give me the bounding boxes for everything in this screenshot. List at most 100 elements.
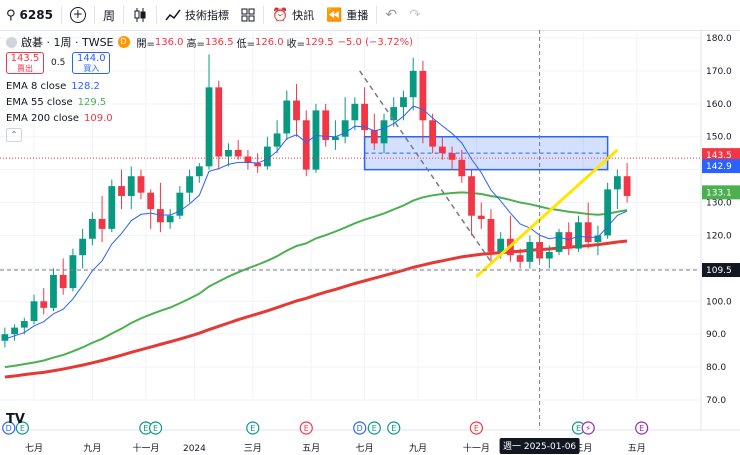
ema200-legend[interactable]: EMA 200 close 109.0 xyxy=(6,110,413,126)
candle-body xyxy=(623,176,631,196)
sell-button[interactable]: 143.5 賣出 xyxy=(6,52,44,74)
candle-body xyxy=(157,209,164,223)
event-marker-label: E xyxy=(304,424,309,433)
candle-body xyxy=(604,189,612,236)
event-marker[interactable] xyxy=(581,421,595,435)
event-marker[interactable] xyxy=(299,421,313,435)
candle-body xyxy=(118,186,125,196)
event-marker[interactable] xyxy=(246,421,260,435)
candle-body xyxy=(108,186,116,229)
candle-body xyxy=(293,100,300,121)
event-marker[interactable] xyxy=(15,421,29,435)
x-tick-label: 十一月 xyxy=(132,442,159,454)
redo-button[interactable]: ↷ xyxy=(403,0,427,30)
y-tick-label: 100.0 xyxy=(706,297,732,307)
compare-button[interactable]: + xyxy=(64,0,92,30)
candle-body xyxy=(584,222,592,243)
x-tick-label: 五月 xyxy=(628,443,646,454)
candle-body xyxy=(283,100,291,134)
toolbar-divider xyxy=(60,6,62,24)
undo-icon: ↶ xyxy=(385,7,398,23)
tradingview-logo[interactable]: TV xyxy=(6,412,25,427)
price-tag-bg xyxy=(702,263,740,278)
buy-button[interactable]: 144.0 買入 xyxy=(72,52,111,74)
y-tick-label: 170.0 xyxy=(706,67,732,77)
collapse-legend-button[interactable]: ⌃ xyxy=(6,128,22,142)
event-marker[interactable] xyxy=(367,421,381,435)
replay-button[interactable]: ⏪ 重播 xyxy=(320,0,374,30)
ema8-legend[interactable]: EMA 8 close 128.2 xyxy=(6,78,413,94)
close-label: 收= xyxy=(286,38,305,50)
ema200-label: EMA 200 close xyxy=(6,112,79,124)
event-marker-label: E xyxy=(143,424,148,433)
candle-body xyxy=(186,176,193,193)
buy-label: 買入 xyxy=(83,64,100,73)
layouts-button[interactable] xyxy=(235,0,261,30)
ema200-line xyxy=(4,239,628,379)
candle-body xyxy=(332,136,339,141)
chart-type-button[interactable] xyxy=(126,0,154,30)
candle-body xyxy=(205,87,213,167)
candle-body xyxy=(487,219,495,252)
candle-body xyxy=(545,251,553,259)
symbol-full-name[interactable]: 啟碁 · 1周 · TWSE xyxy=(21,36,114,49)
price-tag-label: 109.5 xyxy=(706,266,732,276)
event-marker-label: E xyxy=(153,424,158,433)
indicators-icon xyxy=(165,9,181,21)
y-tick-label: 130.0 xyxy=(706,199,732,209)
alert-button[interactable]: ⏰ 快訊 xyxy=(266,0,320,30)
ema55-line xyxy=(4,191,628,369)
high-label: 高= xyxy=(186,38,205,50)
candle-body xyxy=(234,149,242,157)
symbol-row: 啟碁 · 1周 · TWSE D 開= 136.0 高= 136.5 低= 126.0… xyxy=(6,34,413,50)
high-value: 136.5 xyxy=(204,36,234,48)
event-marker[interactable] xyxy=(635,421,649,435)
candle-body xyxy=(166,215,174,223)
event-marker[interactable] xyxy=(148,421,163,435)
ema55-legend[interactable]: EMA 55 close 129.5 xyxy=(6,94,413,110)
ema55-label: EMA 55 close xyxy=(6,96,73,108)
price-chart[interactable]: 70.080.090.0100.0110.0120.0130.0140.0150… xyxy=(0,30,740,455)
sell-price: 143.5 xyxy=(10,53,40,64)
price-tag-label: 142.9 xyxy=(706,162,732,172)
price-tag-bg xyxy=(702,159,740,174)
indicators-label: 技術指標 xyxy=(184,9,229,22)
candle-body xyxy=(419,70,427,121)
candle-body xyxy=(400,97,407,108)
crosshair-date-bg xyxy=(499,438,580,454)
ema8-line xyxy=(4,105,628,340)
event-marker[interactable] xyxy=(2,421,16,435)
interval-button[interactable]: 周 xyxy=(97,0,121,30)
event-marker[interactable] xyxy=(469,421,483,435)
alert-label: 快訊 xyxy=(292,9,315,22)
y-tick-label: 80.0 xyxy=(706,363,726,373)
candle-body xyxy=(127,176,135,196)
open-value: 136.0 xyxy=(154,36,184,48)
price-axis: 70.080.090.0100.0110.0120.0130.0140.0150… xyxy=(700,30,740,430)
event-markers: D E E E E E D E E E E ⚡ E xyxy=(2,421,649,435)
indicators-button[interactable]: 技術指標 xyxy=(159,0,235,30)
event-marker-label: ⚡ xyxy=(585,424,591,433)
x-tick-label: 九月 xyxy=(409,443,427,454)
candle-body xyxy=(137,176,145,193)
event-marker-label: E xyxy=(20,424,25,433)
event-marker[interactable] xyxy=(353,421,367,435)
symbol-search[interactable]: ⚲ 6285 xyxy=(0,0,59,30)
candle-body xyxy=(429,120,437,147)
interval-label: 周 xyxy=(102,8,115,23)
candle-body xyxy=(370,130,378,144)
undo-button[interactable]: ↶ xyxy=(379,0,403,30)
candle-body xyxy=(176,192,184,216)
event-marker[interactable] xyxy=(387,421,401,435)
ema55-value: 129.5 xyxy=(77,96,107,108)
y-tick-label: 180.0 xyxy=(706,34,732,44)
candle-body xyxy=(312,110,320,170)
price-tag-label: 143.5 xyxy=(706,151,732,161)
toolbar-divider xyxy=(262,6,264,24)
candle-body xyxy=(438,146,446,154)
event-marker-label: E xyxy=(576,424,581,433)
dividend-badge[interactable]: D xyxy=(117,36,130,48)
candle-body xyxy=(516,255,524,262)
event-marker-label: D xyxy=(6,424,12,433)
candle-body xyxy=(215,87,223,157)
